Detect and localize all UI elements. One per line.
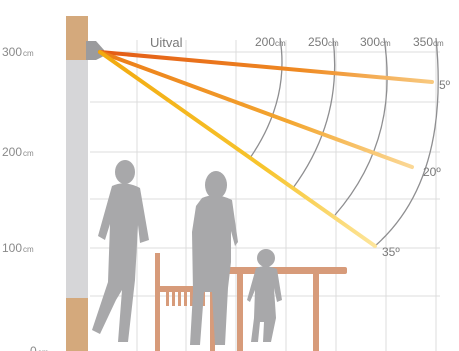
distance-label-350: 350cm: [413, 35, 444, 49]
luminaire-icon: [86, 41, 104, 60]
angle-label-20: 20º: [423, 165, 441, 179]
y-label-300: 300cm: [2, 45, 34, 59]
angle-label-5: 5º: [439, 78, 451, 92]
distance-labels: 200cm 250cm 300cm 350cm: [255, 35, 444, 49]
y-label-0: 0cm: [30, 344, 49, 351]
beam-35: [98, 50, 377, 248]
distance-label-300: 300cm: [360, 35, 391, 49]
beam-5: [98, 50, 434, 84]
y-label-100: 100cm: [2, 241, 34, 255]
silhouettes: [92, 160, 282, 345]
diagram-title: Uitval: [150, 35, 183, 50]
distance-label-250: 250cm: [308, 35, 339, 49]
man-silhouette-icon: [92, 160, 149, 342]
child-silhouette-icon: [247, 249, 282, 342]
distance-arcs: [249, 37, 439, 247]
y-axis-labels: 300cm 200cm 100cm 0cm: [2, 45, 49, 351]
distance-label-200: 200cm: [255, 35, 286, 49]
y-label-200: 200cm: [2, 145, 34, 159]
angle-label-35: 35º: [382, 245, 400, 259]
beams: [98, 50, 434, 248]
woman-silhouette-icon: [190, 171, 238, 345]
beam-20: [98, 50, 414, 169]
wall-post: [66, 16, 88, 351]
